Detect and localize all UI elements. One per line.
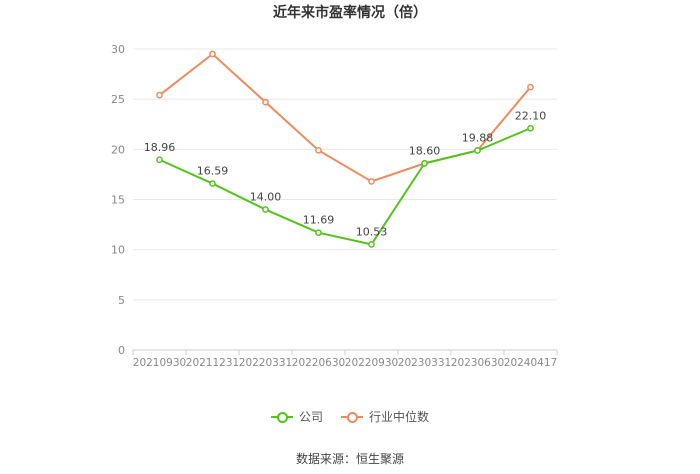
series-lines <box>156 50 534 248</box>
y-tick-label: 5 <box>118 294 125 307</box>
data-label: 19.88 <box>462 132 494 145</box>
data-label: 22.10 <box>515 109 547 122</box>
x-tick-label: 20230630 <box>451 357 504 369</box>
series-0-point <box>262 206 269 213</box>
x-tick-label: 20220930 <box>345 357 398 369</box>
legend-swatch-industry-median <box>341 411 363 423</box>
series-1-point <box>156 91 163 99</box>
y-tick-label: 15 <box>111 194 125 207</box>
series-0-point <box>474 147 481 154</box>
series-0-point <box>209 180 216 187</box>
series-0-point <box>527 124 534 132</box>
data-labels: 18.96 16.59 14.00 11.69 10.53 18.60 19.88 22.10 <box>144 109 547 238</box>
series-line-1 <box>158 52 532 183</box>
legend-item-company[interactable]: 公司 <box>270 408 323 425</box>
data-label: 18.60 <box>409 144 441 157</box>
x-tick-label: 20220331 <box>239 357 292 369</box>
x-tick-label: 20210930 <box>133 357 186 369</box>
data-label: 11.69 <box>303 214 335 227</box>
y-tick-label: 0 <box>118 344 125 357</box>
legend: 公司 行业中位数 <box>0 408 700 425</box>
series-0-point <box>315 229 322 237</box>
y-tick-label: 10 <box>111 244 125 257</box>
chart-title: 近年来市盈率情况（倍） <box>273 5 427 21</box>
legend-label-company: 公司 <box>298 410 323 424</box>
series-1-point <box>262 98 269 106</box>
x-tick-label: 20220630 <box>292 357 345 369</box>
grid-lines <box>133 48 557 351</box>
data-label: 14.00 <box>250 191 282 204</box>
x-tick-label: 20211231 <box>186 357 239 369</box>
y-tick-label: 25 <box>111 93 125 106</box>
series-1-point <box>209 50 216 58</box>
legend-label-industry-median: 行业中位数 <box>369 410 430 424</box>
series-1-point <box>315 146 322 154</box>
data-source: 数据来源：恒生聚源 <box>295 452 404 466</box>
y-tick-label: 20 <box>111 143 125 156</box>
series-0-point <box>421 160 428 167</box>
series-0-point <box>368 240 375 248</box>
data-label: 18.96 <box>144 141 176 154</box>
series-0-point <box>156 156 163 164</box>
legend-swatch-company <box>270 411 293 423</box>
series-1-point <box>527 83 534 91</box>
series-1-point <box>368 178 375 185</box>
x-tick-label: 20240417 <box>504 357 557 369</box>
series-line-0 <box>159 127 531 246</box>
x-tick-label: 20230331 <box>398 357 451 369</box>
y-tick-label: 30 <box>111 43 125 56</box>
data-label: 16.59 <box>197 165 229 178</box>
legend-item-industry-median[interactable]: 行业中位数 <box>341 408 429 425</box>
data-label: 10.53 <box>356 225 388 238</box>
